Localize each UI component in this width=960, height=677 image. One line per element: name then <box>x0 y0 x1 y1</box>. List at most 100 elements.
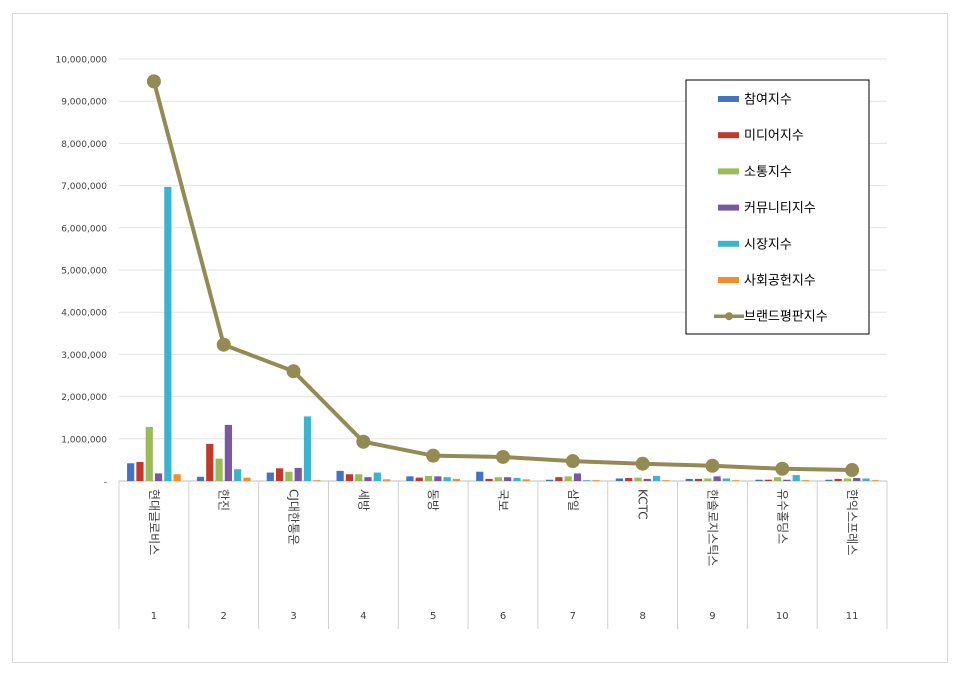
y-tick-label: - <box>104 478 107 488</box>
bar <box>206 443 214 481</box>
x-category-label: 현대글로비스 <box>147 489 161 555</box>
bar <box>694 478 703 481</box>
x-rank-label: 9 <box>709 611 715 622</box>
bar <box>224 424 232 481</box>
bar <box>592 480 600 481</box>
legend-label: 소통지수 <box>744 165 792 180</box>
bar <box>732 480 740 481</box>
bar <box>285 471 293 481</box>
bar <box>136 462 144 481</box>
bar <box>583 480 591 481</box>
x-rank-label: 5 <box>430 611 436 622</box>
bar <box>434 476 442 481</box>
legend-swatch <box>718 277 739 283</box>
bar <box>564 476 572 481</box>
bar <box>476 471 484 481</box>
line-point <box>635 456 650 471</box>
bar <box>862 478 870 481</box>
bar <box>843 478 852 481</box>
bar <box>685 478 693 481</box>
y-tick-label: 9,000,000 <box>61 98 107 108</box>
bar <box>615 478 623 481</box>
chart-frame: - 1,000,000 2,000,000 3,000,000 4,000,000 5,0… <box>12 13 948 663</box>
bar <box>383 479 391 481</box>
line-point <box>705 458 720 473</box>
y-tick-label: 10,000,000 <box>55 56 107 66</box>
bar <box>545 479 554 481</box>
x-category-label: 한솔로지스틱스 <box>705 489 719 566</box>
bar <box>373 472 381 481</box>
y-tick-label: 5,000,000 <box>61 267 107 277</box>
bar <box>243 477 251 481</box>
x-category-label: 한익스프레스 <box>845 489 859 555</box>
x-category-label: 국보 <box>496 489 510 511</box>
bar <box>127 463 135 481</box>
x-rank-label: 1 <box>151 611 157 622</box>
x-rank-label: 8 <box>639 611 645 622</box>
bar <box>364 477 372 481</box>
line-point <box>775 461 790 476</box>
bar <box>452 478 461 481</box>
bar <box>415 477 423 481</box>
bar <box>755 479 763 481</box>
y-tick-label: 7,000,000 <box>61 182 107 192</box>
bar <box>853 478 861 481</box>
bar <box>652 475 661 481</box>
legend-label: 사회공헌지수 <box>744 274 816 289</box>
line-point <box>286 364 301 379</box>
bar <box>494 477 502 481</box>
y-axis-tick-labels: - 1,000,000 2,000,000 3,000,000 4,000,000 5,0… <box>55 56 107 488</box>
x-rank-label: 3 <box>290 611 296 622</box>
bar <box>834 478 842 481</box>
bar <box>154 473 163 481</box>
legend-label: 미디어지수 <box>744 129 804 144</box>
x-axis: 현대글로비스 1 한진 2 CJ대한통운 3 세방 4 동방 5 국보 6 삼일 7 KCTC 8 한솔로지스틱… <box>118 481 888 629</box>
line-series <box>146 74 860 478</box>
x-rank-label: 4 <box>360 611 366 622</box>
bar <box>513 478 521 481</box>
bar <box>555 477 563 481</box>
bar <box>522 479 530 481</box>
bar <box>313 480 321 481</box>
x-category-label: 세방 <box>356 489 370 511</box>
y-tick-label: 2,000,000 <box>61 393 107 403</box>
bar <box>173 474 181 481</box>
x-category-label: 삼일 <box>566 489 580 511</box>
bar <box>713 476 721 481</box>
y-tick-label: 6,000,000 <box>61 224 107 234</box>
bar <box>722 478 731 481</box>
bar <box>145 426 153 481</box>
x-rank-label: 10 <box>776 611 789 622</box>
legend-label: 브랜드평판지수 <box>744 310 828 325</box>
legend-line-marker <box>725 312 733 321</box>
line-point <box>845 463 860 478</box>
bar <box>704 478 712 481</box>
line-point <box>216 337 231 352</box>
y-tick-label: 8,000,000 <box>61 140 107 150</box>
bar <box>266 472 274 481</box>
bar <box>573 473 582 481</box>
bar <box>275 468 284 481</box>
bar <box>443 477 451 481</box>
bar <box>215 458 223 481</box>
x-rank-label: 11 <box>846 611 859 622</box>
x-category-label: 동방 <box>426 489 440 511</box>
bar <box>234 469 242 481</box>
bar-series <box>127 186 879 481</box>
x-category-label: 한진 <box>217 489 231 511</box>
bar <box>336 470 344 481</box>
bar <box>406 476 414 481</box>
bar <box>345 474 354 481</box>
bar <box>294 467 302 481</box>
x-rank-label: 2 <box>221 611 227 622</box>
bar <box>783 479 791 481</box>
line-point <box>146 74 161 89</box>
y-tick-label: 3,000,000 <box>61 351 107 361</box>
legend-label: 시장지수 <box>744 237 792 252</box>
legend-label: 커뮤니티지수 <box>744 201 816 216</box>
bar <box>764 479 772 481</box>
chart-svg: - 1,000,000 2,000,000 3,000,000 4,000,000 5,0… <box>55 56 888 629</box>
bar <box>303 416 312 481</box>
legend-swatch <box>718 168 739 175</box>
